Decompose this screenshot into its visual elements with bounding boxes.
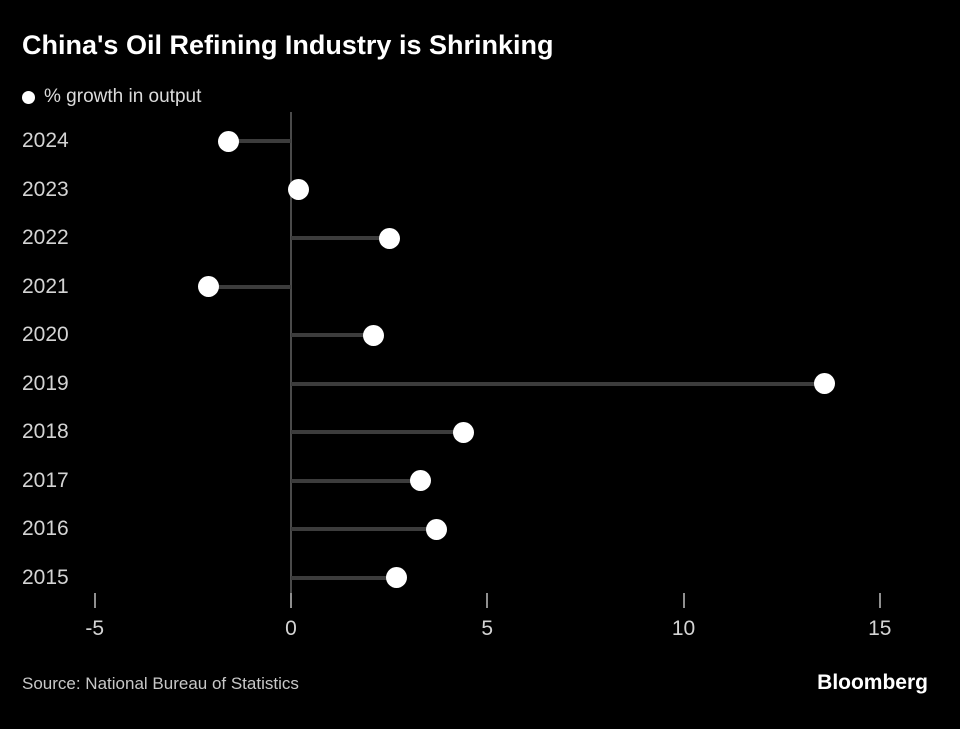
year-label-2016: 2016 [22,517,69,540]
stem-2015 [291,575,397,580]
chart-title: China's Oil Refining Industry is Shrinki… [22,30,554,60]
x-axis-tick--5 [93,593,96,608]
stem-2020 [291,333,374,337]
data-dot-2023 [288,179,310,200]
data-dot-2019 [814,373,836,394]
x-axis-tick-10 [682,593,685,608]
year-label-2015: 2015 [22,565,69,589]
year-label-2017: 2017 [22,468,69,492]
data-dot-2018 [453,421,475,443]
data-dot-2017 [410,470,432,491]
stem-2022 [291,236,390,240]
x-axis-tick-label-5: 5 [481,617,494,640]
stem-2024 [228,139,291,143]
stem-2016 [291,527,437,531]
source-note: Source: National Bureau of Statistics [22,674,299,693]
zero-axis-line [290,112,292,608]
year-label-2022: 2022 [22,226,69,249]
legend-dot-icon [22,90,35,104]
year-label-2019: 2019 [22,371,69,395]
x-axis-tick-15 [878,593,881,608]
stem-2019 [291,381,825,386]
year-label-2023: 2023 [22,177,69,201]
data-dot-2022 [378,227,400,249]
x-axis-tick-label-10: 10 [671,617,696,640]
x-axis-tick-label--5: -5 [85,617,105,640]
data-dot-2024 [217,130,239,152]
data-dot-2020 [362,324,384,346]
legend: % growth in output [22,86,201,108]
legend-label: % growth in output [44,86,202,107]
year-label-2018: 2018 [22,420,69,443]
data-dot-2021 [198,276,220,297]
year-label-2020: 2020 [22,323,69,346]
stem-2021 [208,284,291,289]
data-dot-2015 [386,567,408,588]
data-dot-2016 [425,518,447,540]
stem-2018 [291,430,464,434]
x-axis-tick-label-15: 15 [868,617,892,640]
year-label-2024: 2024 [22,129,69,152]
year-label-2021: 2021 [22,274,69,298]
x-axis-tick-5 [486,593,489,608]
stem-2017 [291,478,421,483]
x-axis-tick-0 [290,593,292,608]
x-axis-tick-label-0: 0 [285,617,297,640]
bloomberg-logo: Bloomberg [817,671,928,694]
